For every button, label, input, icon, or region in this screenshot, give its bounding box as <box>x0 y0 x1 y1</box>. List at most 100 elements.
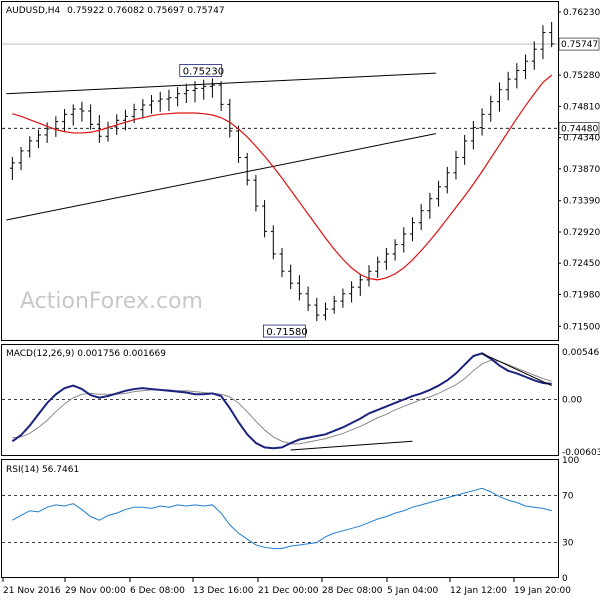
candle <box>227 99 233 138</box>
price-panel <box>1 1 559 341</box>
level-tag <box>558 121 600 135</box>
candle <box>505 71 511 101</box>
candle <box>183 83 189 104</box>
rsi-line <box>12 487 552 549</box>
rsi-tick-label: 0 <box>562 574 568 584</box>
macd-title: MACD(12,26,9) 0.001756 0.001669 <box>6 349 166 359</box>
candle <box>9 156 15 181</box>
macd-panel <box>1 344 559 456</box>
rsi-tick-label: 30 <box>562 539 574 549</box>
moving-average <box>12 74 553 281</box>
candle <box>470 120 476 150</box>
macd-line <box>11 352 552 450</box>
candle <box>79 101 85 122</box>
time-tick-label: 28 Dec 08:00 <box>322 586 383 596</box>
time-tick-label: 29 Nov 00:00 <box>65 586 126 596</box>
candle <box>540 25 546 60</box>
time-tick-label: 6 Dec 08:00 <box>130 586 185 596</box>
price-tick-label: 0.73870 <box>563 165 600 175</box>
candle <box>288 264 294 290</box>
candle <box>322 302 328 321</box>
candle <box>305 286 311 312</box>
candle <box>453 150 459 180</box>
annotation-label: 0.71580 <box>266 327 307 338</box>
candle <box>531 41 537 70</box>
macd-tick-label: 0.00546 <box>562 348 599 358</box>
candle <box>409 217 415 242</box>
time-tick-label: 5 Jan 04:00 <box>387 586 439 596</box>
candle <box>244 152 250 186</box>
macd-lines <box>2 352 558 451</box>
candle <box>201 79 207 100</box>
candle <box>488 95 494 122</box>
moving-average-line <box>12 74 553 281</box>
candle <box>262 200 268 238</box>
current-price-label: 0.75747 <box>561 40 598 50</box>
price-annotations: 0.75230 0.71580 <box>179 64 308 338</box>
candle <box>27 136 33 158</box>
candle <box>462 134 468 165</box>
candle <box>340 288 346 308</box>
ohlc-readout: 0.75922 0.76082 0.75697 0.75747 <box>67 6 224 16</box>
candle <box>331 295 337 314</box>
candle <box>314 297 320 322</box>
time-tick-label: 12 Jan 12:00 <box>450 586 507 596</box>
signal-line <box>12 359 552 445</box>
price-tick-label: 0.76230 <box>563 8 600 18</box>
candle <box>253 174 259 212</box>
time-tick-label: 21 Dec 00:00 <box>258 586 319 596</box>
trendlines <box>6 72 436 221</box>
price-tick-label: 0.72920 <box>563 228 600 238</box>
rsi-axis: 100 70 30 0 <box>562 456 579 584</box>
time-tick-label: 21 Nov 2016 <box>3 586 61 596</box>
candle <box>549 21 555 48</box>
candle <box>270 225 276 260</box>
candle <box>496 82 502 112</box>
price-axis: 0.76230 0.75280 0.74810 0.74340 0.73870 0.733… <box>558 8 600 332</box>
time-tick-label: 19 Jan 20:00 <box>514 586 571 596</box>
price-tick-label: 0.71980 <box>563 290 600 300</box>
candle <box>366 265 372 287</box>
time-tick-label: 13 Dec 16:00 <box>193 586 254 596</box>
price-trendline <box>6 133 436 221</box>
candle <box>18 146 24 171</box>
price-trendline <box>6 72 436 95</box>
price-tick-label: 0.75280 <box>563 71 600 81</box>
candle <box>479 108 485 136</box>
candle <box>62 109 68 131</box>
candle <box>444 166 450 194</box>
rsi-title: RSI(14) 56.7461 <box>6 465 79 475</box>
candle <box>436 180 442 207</box>
rsi-panel <box>1 459 559 578</box>
candle <box>383 247 389 270</box>
price-tick-label: 0.74810 <box>563 102 600 112</box>
candle <box>88 104 94 130</box>
candle <box>418 204 424 230</box>
candle <box>122 109 128 131</box>
candle <box>392 239 398 261</box>
candle <box>514 63 520 89</box>
macd-trendline <box>481 352 552 387</box>
candle <box>157 91 163 112</box>
macd-tick-label: 0.00 <box>562 395 582 405</box>
candle <box>166 89 172 112</box>
candle <box>349 281 355 303</box>
price-tick-label: 0.72450 <box>563 259 600 269</box>
candle <box>175 87 181 107</box>
candle <box>523 54 529 80</box>
chart-header: AUDUSD,H4 0.75922 0.76082 0.75697 0.7574… <box>6 6 225 16</box>
macd-axis: 0.00546 0.00 -0.006035 <box>562 348 600 458</box>
candle <box>236 125 242 163</box>
candle <box>96 114 102 143</box>
candle <box>401 227 407 253</box>
annotation-box <box>262 324 306 338</box>
candle <box>279 247 285 278</box>
time-axis: 21 Nov 2016 29 Nov 00:00 6 Dec 08:00 13 Dec… <box>2 578 571 596</box>
price-tick-label: 0.71500 <box>563 322 600 332</box>
candle <box>296 275 302 301</box>
rsi-tick-label: 70 <box>562 491 574 501</box>
candle <box>140 99 146 119</box>
candle <box>357 273 363 296</box>
price-tick-label: 0.73390 <box>563 197 600 207</box>
current-price-tag <box>558 37 600 51</box>
